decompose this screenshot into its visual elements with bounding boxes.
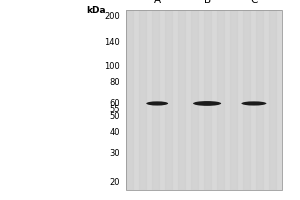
Bar xyxy=(243,10,250,190)
Text: 30: 30 xyxy=(109,149,120,158)
Bar xyxy=(256,10,262,190)
Ellipse shape xyxy=(242,101,266,106)
Ellipse shape xyxy=(193,101,221,106)
Bar xyxy=(178,10,184,190)
Bar xyxy=(269,10,275,190)
Text: 140: 140 xyxy=(104,38,120,47)
Text: 60: 60 xyxy=(109,99,120,108)
Bar xyxy=(204,10,211,190)
Text: B: B xyxy=(204,0,211,5)
Text: 55: 55 xyxy=(109,105,120,114)
Ellipse shape xyxy=(146,101,168,106)
Text: A: A xyxy=(154,0,161,5)
Bar xyxy=(217,10,224,190)
Bar xyxy=(230,10,236,190)
Bar xyxy=(165,10,172,190)
Bar xyxy=(191,10,197,190)
Text: 80: 80 xyxy=(109,78,120,87)
Bar xyxy=(126,10,133,190)
Text: 200: 200 xyxy=(104,12,120,21)
Text: kDa: kDa xyxy=(86,6,106,15)
Bar xyxy=(139,10,146,190)
Bar xyxy=(152,10,158,190)
Text: 100: 100 xyxy=(104,62,120,71)
Text: 40: 40 xyxy=(109,128,120,137)
Text: 50: 50 xyxy=(109,112,120,121)
Text: C: C xyxy=(250,0,258,5)
Text: 20: 20 xyxy=(109,178,120,187)
